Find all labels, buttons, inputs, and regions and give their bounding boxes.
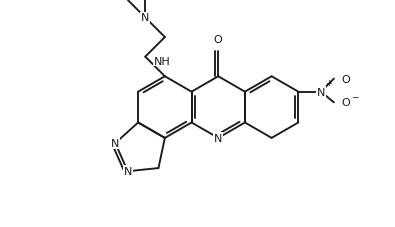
Text: +: + (325, 78, 332, 87)
Text: O: O (341, 98, 350, 108)
Text: O: O (214, 35, 223, 45)
Text: O: O (341, 74, 350, 84)
Text: −: − (351, 91, 358, 100)
Text: N: N (214, 133, 222, 143)
Text: NH: NH (154, 56, 170, 66)
Text: N: N (317, 87, 325, 97)
Text: N: N (124, 167, 132, 176)
Text: N: N (141, 13, 149, 23)
Text: N: N (111, 138, 119, 148)
